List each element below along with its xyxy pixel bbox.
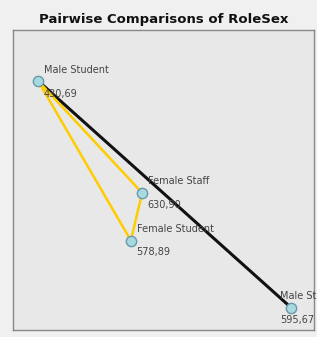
Text: 630,90: 630,90 — [148, 200, 182, 210]
Point — [36, 78, 41, 84]
Text: 430,69: 430,69 — [44, 89, 77, 99]
Point — [289, 305, 294, 310]
Text: Male Student: Male Student — [44, 65, 108, 75]
Text: Female Student: Female Student — [137, 223, 214, 234]
Text: 595,67: 595,67 — [280, 315, 314, 325]
Text: Male Staff: Male Staff — [280, 291, 317, 301]
Point — [139, 190, 145, 195]
Text: Female Staff: Female Staff — [148, 176, 209, 186]
Title: Pairwise Comparisons of RoleSex: Pairwise Comparisons of RoleSex — [39, 13, 288, 26]
Point — [128, 238, 133, 243]
Text: 578,89: 578,89 — [137, 247, 171, 257]
